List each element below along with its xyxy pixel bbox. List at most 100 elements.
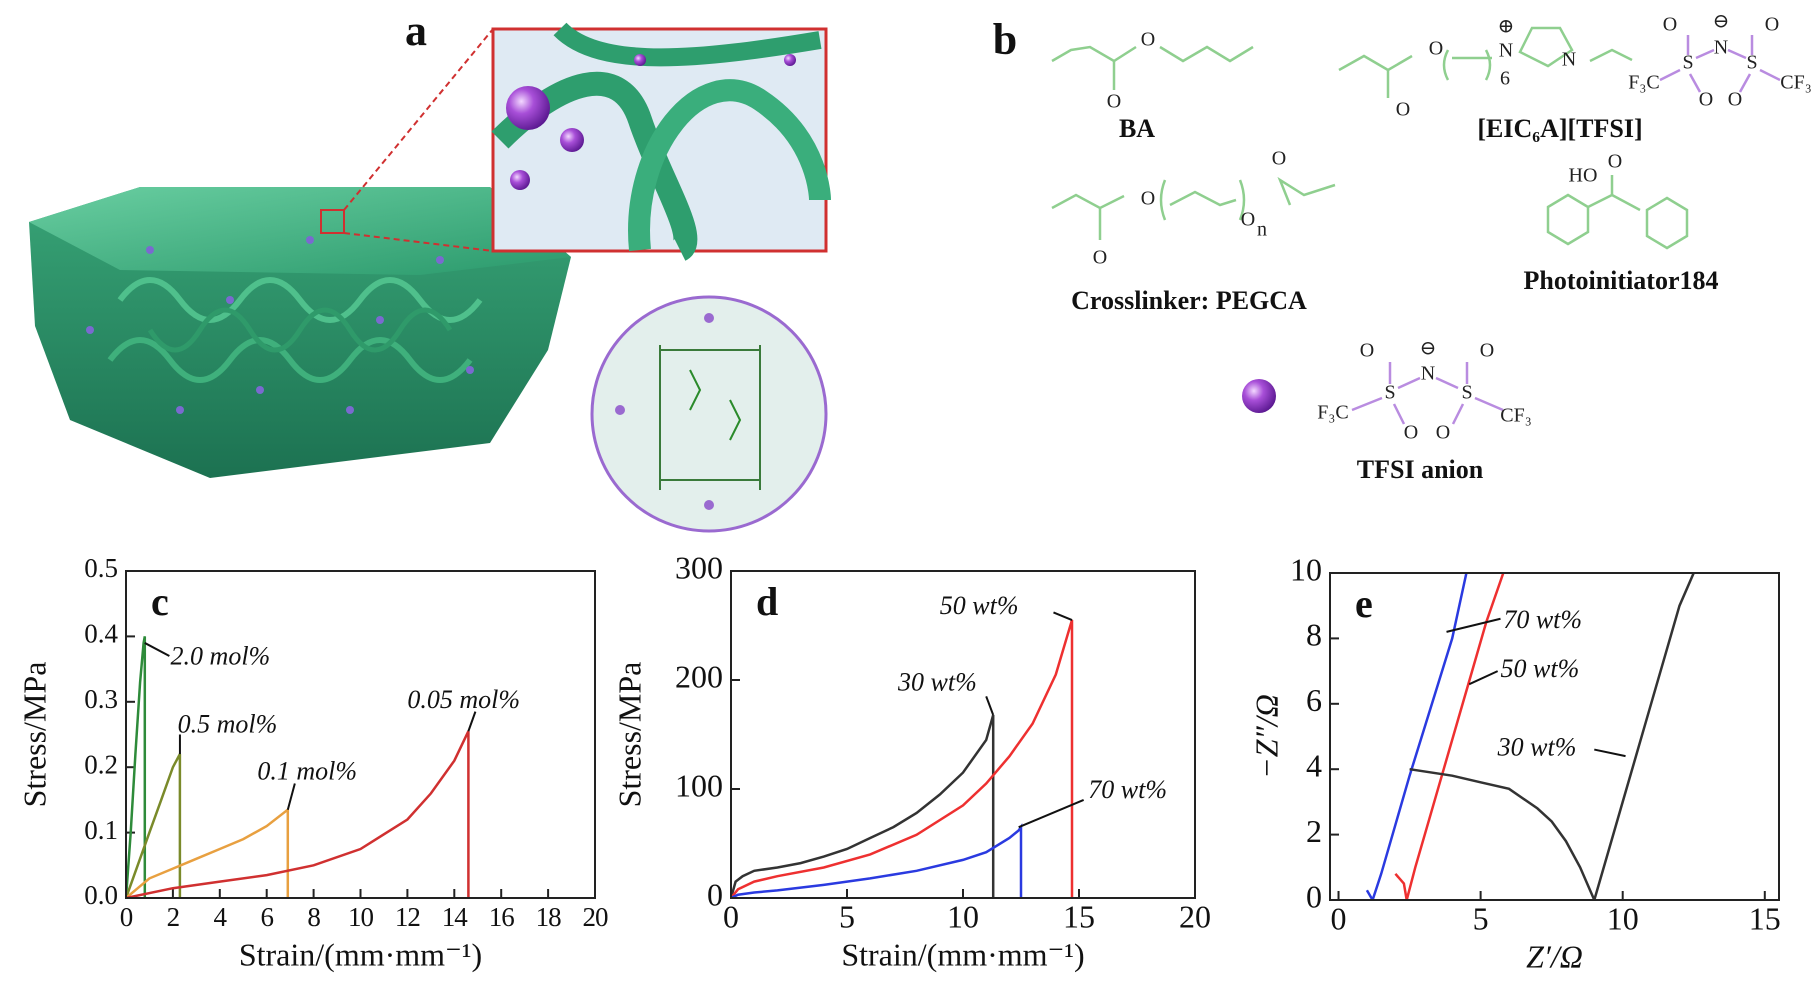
y-tick-label: 0.3 — [84, 684, 118, 714]
chart: 0 5 10 15 0 2 4 6 8 10 70 wt% 50 wt% 30 wt% e Z′/Ω −Z″/… — [1248, 551, 1780, 974]
atom-label: S — [1746, 52, 1757, 74]
series-label: 30 wt% — [1497, 733, 1577, 762]
x-tick-label: 10 — [1607, 900, 1639, 936]
annotation-leader — [286, 783, 296, 810]
data-line — [731, 714, 995, 898]
annotation-leader — [467, 711, 477, 732]
annotation-leader — [1018, 798, 1085, 829]
series-label: 70 wt% — [1503, 605, 1582, 634]
atom-label: O — [1728, 89, 1742, 111]
data-line — [1365, 573, 1468, 900]
x-tick-label: 10 — [947, 898, 979, 934]
atom-label: N — [1714, 37, 1728, 59]
annotation-leader — [1594, 748, 1626, 758]
annotation-leader — [1053, 611, 1073, 621]
x-tick-label: 20 — [583, 902, 609, 932]
structure-bonds — [1051, 26, 1689, 250]
atom-label: ⊖ — [1713, 11, 1730, 33]
y-tick-label: 2 — [1306, 813, 1322, 849]
atom-label: O — [1396, 99, 1410, 121]
atom-label: F₃C — [1317, 402, 1348, 424]
x-tick-label: 16 — [489, 902, 515, 932]
tfsi-bonds — [1351, 35, 1781, 425]
y-tick-label: 0 — [707, 876, 723, 912]
y-tick-label: 0.2 — [84, 749, 118, 779]
atom-label: O — [1141, 29, 1155, 51]
panel-label: c — [151, 579, 169, 624]
data-line — [126, 636, 147, 898]
panel-label: a — [405, 6, 427, 55]
series-label: 0.05 mol% — [407, 685, 520, 714]
data-line — [731, 619, 1074, 898]
atom-label: HO — [1569, 165, 1598, 187]
series-label: 0.5 mol% — [178, 710, 278, 739]
x-tick-label: 2 — [167, 902, 180, 932]
x-tick-label: 15 — [1063, 898, 1095, 934]
x-tick-label: 14 — [442, 902, 469, 932]
y-tick-label: 100 — [675, 767, 723, 803]
plot-frame — [730, 570, 1196, 899]
atom-label: CF₃ — [1780, 72, 1811, 94]
x-tick-label: 5 — [1473, 900, 1489, 936]
atom-label: O — [1663, 14, 1677, 36]
atom-label: O — [1429, 38, 1443, 60]
y-tick-label: 0.4 — [84, 619, 118, 649]
atom-label: O — [1608, 151, 1622, 173]
data-line — [1409, 573, 1695, 900]
atom-label: 6 — [1500, 68, 1510, 90]
x-tick-label: 8 — [307, 902, 320, 932]
x-tick-label: 0 — [1331, 900, 1347, 936]
data-line — [1394, 573, 1505, 900]
annotation-leader — [985, 695, 995, 716]
y-tick-label: 0.0 — [84, 880, 118, 910]
annotation-leader — [1468, 670, 1499, 686]
y-tick-label: 0.1 — [84, 815, 118, 845]
molecule-name: [EIC₆A][TFSI] — [1477, 114, 1642, 143]
series-label: 30 wt% — [897, 667, 977, 696]
x-tick-label: 0 — [723, 898, 739, 934]
atom-label: CF₃ — [1500, 405, 1531, 427]
atom-label: O — [1699, 89, 1713, 111]
molecule-name: TFSI anion — [1357, 455, 1484, 484]
plot-frame — [125, 570, 596, 899]
atom-label: N — [1562, 49, 1576, 71]
x-tick-label: 12 — [395, 902, 421, 932]
atom-label: n — [1257, 219, 1267, 241]
x-tick-label: 5 — [839, 898, 855, 934]
y-axis-title: Stress/MPa — [611, 662, 647, 808]
x-tick-label: 15 — [1749, 900, 1781, 936]
x-tick-label: 20 — [1179, 898, 1211, 934]
x-tick-label: 0 — [120, 902, 133, 932]
molecule-name: Photoinitiator184 — [1524, 266, 1719, 295]
y-axis-title: Stress/MPa — [16, 662, 52, 808]
data-line — [126, 730, 470, 898]
y-tick-label: 300 — [675, 549, 723, 585]
y-tick-label: 4 — [1306, 748, 1322, 784]
y-tick-label: 10 — [1290, 551, 1322, 587]
atom-label: F₃C — [1628, 72, 1659, 94]
atom-label: O — [1436, 422, 1450, 444]
series-label: 2.0 mol% — [171, 642, 271, 671]
atom-label: ⊖ — [1420, 338, 1437, 360]
series-label: 50 wt% — [940, 591, 1019, 620]
x-axis-title: Strain/(mm·mm⁻¹) — [239, 936, 482, 972]
atom-label: ⊕ — [1498, 16, 1515, 38]
annotation-leader — [144, 642, 170, 657]
atom-label: O — [1480, 340, 1494, 362]
y-tick-label: 6 — [1306, 682, 1322, 718]
panel-label: e — [1355, 581, 1373, 626]
hydrogel-illustration — [29, 22, 831, 533]
atom-label: O — [1141, 188, 1155, 210]
atom-label: S — [1682, 52, 1693, 74]
series-label: 50 wt% — [1501, 654, 1580, 683]
panel-label: b — [993, 15, 1017, 64]
atom-label: N — [1421, 363, 1435, 385]
atom-label: O — [1404, 422, 1418, 444]
y-tick-label: 0 — [1306, 878, 1322, 914]
data-line — [126, 807, 290, 898]
atom-label: O — [1107, 91, 1121, 113]
plot-frame — [1329, 572, 1780, 901]
x-axis-title: Strain/(mm·mm⁻¹) — [841, 936, 1084, 972]
